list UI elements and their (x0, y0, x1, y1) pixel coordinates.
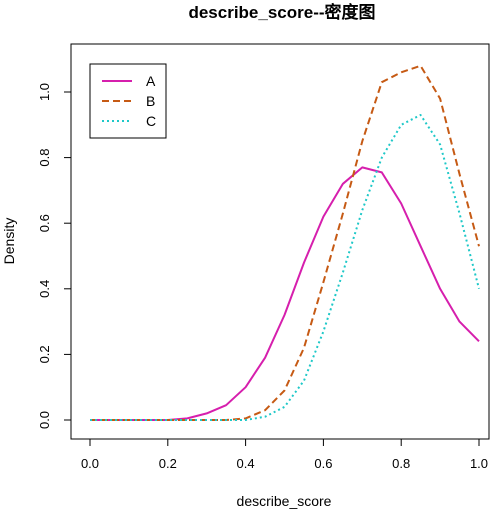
axes: 0.0 0.2 0.4 0.6 0.8 1.0 0.0 0.2 0.4 0.6 0.8 1.0 (37, 83, 488, 471)
x-axis-label: describe_score (237, 493, 332, 509)
legend: ABC (89, 63, 167, 139)
legend-label-B: B (146, 93, 155, 109)
legend-label-A: A (146, 73, 156, 89)
y-tick-label: 0.2 (37, 345, 52, 363)
y-tick-label: 0.6 (37, 214, 52, 232)
y-tick-label: 0.4 (37, 280, 52, 298)
x-tick-label: 0.4 (237, 456, 255, 471)
y-tick-label: 0.0 (37, 411, 52, 429)
x-tick-label: 0.8 (392, 456, 410, 471)
x-tick-label: 0.6 (314, 456, 332, 471)
series-lines (90, 64, 480, 421)
y-tick-label: 0.8 (37, 149, 52, 167)
x-tick-label: 0.0 (81, 456, 99, 471)
x-tick-label: 1.0 (470, 456, 488, 471)
chart-title: describe_score--密度图 (188, 2, 375, 22)
y-axis-label: Density (1, 218, 17, 265)
legend-label-C: C (146, 113, 156, 129)
series-line-A (90, 166, 480, 421)
series-line-C (90, 114, 480, 421)
y-tick-label: 1.0 (37, 83, 52, 101)
x-tick-label: 0.2 (159, 456, 177, 471)
series-line-B (90, 64, 480, 421)
